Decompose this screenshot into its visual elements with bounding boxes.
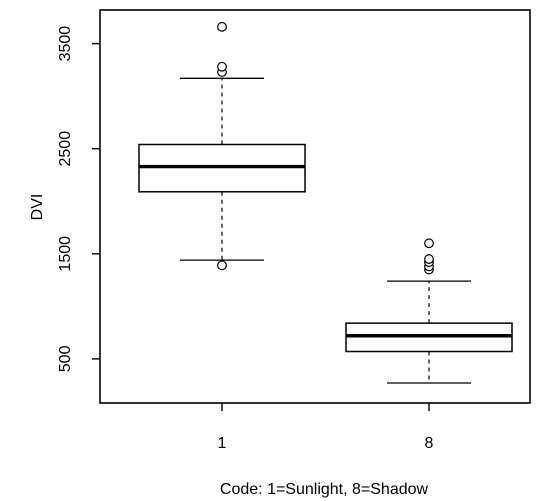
y-axis-label: DVI [29, 194, 46, 221]
x-axis-label: Code: 1=Sunlight, 8=Shadow [220, 481, 429, 498]
outlier-1-3 [217, 21, 227, 32]
box-group-1 [138, 21, 306, 271]
y-tick-label-0: 500 [57, 345, 74, 372]
y-axis: 500 1500 2500 3500 [57, 26, 100, 372]
y-tick-label-2: 2500 [57, 131, 74, 167]
plot-frame [99, 9, 531, 404]
outlier-1-2 [217, 61, 227, 72]
box-group-8 [345, 238, 513, 384]
outlier-8-4 [424, 238, 434, 249]
y-tick-label-1: 1500 [57, 236, 74, 272]
x-tick-label-0: 1 [218, 435, 227, 452]
x-tick-label-1: 8 [425, 435, 434, 452]
outlier-8-3 [424, 254, 434, 264]
y-tick-label-3: 3500 [57, 26, 74, 62]
boxplot-series [138, 21, 513, 384]
outlier-1-0 [217, 260, 227, 271]
